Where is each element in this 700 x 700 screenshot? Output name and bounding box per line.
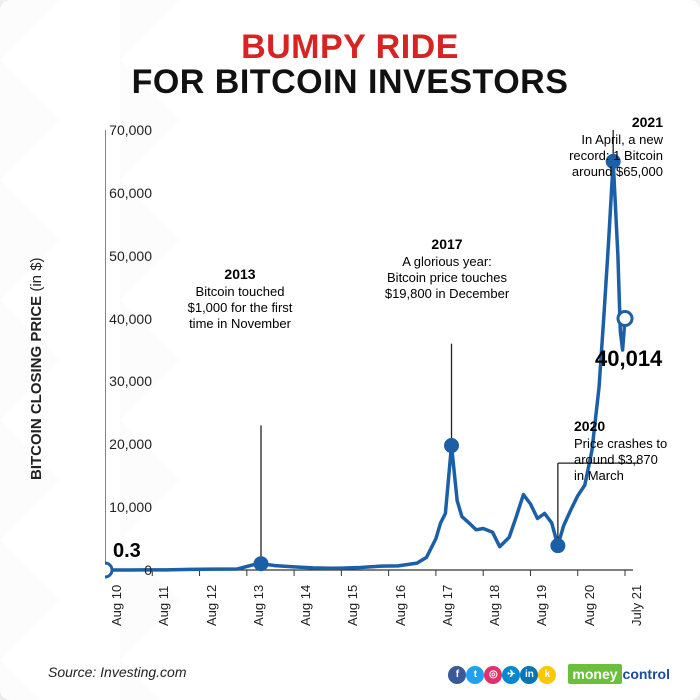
telegram-icon[interactable]: ✈: [502, 666, 520, 684]
y-axis-label: BITCOIN CLOSING PRICE (in $): [28, 257, 45, 480]
x-tick-label: Aug 16: [393, 585, 408, 626]
x-tick-label: Aug 14: [298, 585, 313, 626]
x-tick-label: July 21: [629, 585, 644, 626]
x-tick-label: Aug 20: [582, 585, 597, 626]
x-tick-label: Aug 15: [345, 585, 360, 626]
instagram-icon[interactable]: ◎: [484, 666, 502, 684]
y-axis-label-text: BITCOIN CLOSING PRICE: [28, 296, 45, 480]
callout-c2021: 2021In April, a new record: 1 Bitcoin ar…: [548, 114, 663, 180]
y-tick-label: 40,000: [92, 311, 152, 327]
x-tick-label: Aug 12: [204, 585, 219, 626]
x-tick-label: Aug 19: [534, 585, 549, 626]
callout-c2020: 2020Price crashes to around $3,870 in Ma…: [574, 418, 670, 484]
facebook-icon[interactable]: f: [448, 666, 466, 684]
start-value-label: 0.3: [113, 540, 141, 563]
callout-text: Price crashes to around $3,870 in March: [574, 436, 670, 485]
x-tick-label: Aug 13: [251, 585, 266, 626]
callout-year: 2021: [548, 114, 663, 132]
callout-year: 2013: [180, 266, 300, 284]
callout-year: 2017: [382, 236, 512, 254]
chart-area: [105, 130, 645, 570]
callout-text: In April, a new record: 1 Bitcoin around…: [548, 132, 663, 181]
footer-right: ft◎✈ink moneycontrol: [448, 664, 670, 684]
koo-icon[interactable]: k: [538, 666, 556, 684]
x-tick-label: Aug 11: [156, 586, 171, 626]
callout-text: Bitcoin touched $1,000 for the first tim…: [180, 284, 300, 333]
callout-text: A glorious year: Bitcoin price touches $…: [382, 254, 512, 303]
source-attribution: Source: Investing.com: [48, 664, 187, 680]
logo-control: control: [623, 666, 670, 682]
linkedin-icon[interactable]: in: [520, 666, 538, 684]
end-value-label: 40,014: [595, 346, 662, 372]
twitter-icon[interactable]: t: [466, 666, 484, 684]
y-tick-label: 20,000: [92, 436, 152, 452]
chart-svg: [105, 130, 645, 600]
y-tick-label: 10,000: [92, 499, 152, 515]
y-axis-label-unit: (in $): [28, 257, 45, 291]
callout-c2013: 2013Bitcoin touched $1,000 for the first…: [180, 266, 300, 332]
y-tick-label: 30,000: [92, 373, 152, 389]
x-tick-label: Aug 17: [440, 585, 455, 626]
x-tick-label: Aug 10: [109, 585, 124, 626]
callout-c2017: 2017A glorious year: Bitcoin price touch…: [382, 236, 512, 302]
x-tick-label: Aug 18: [487, 585, 502, 626]
y-tick-label: 60,000: [92, 185, 152, 201]
logo-money: money: [568, 664, 621, 684]
y-tick-label: 70,000: [92, 122, 152, 138]
brand-logo: moneycontrol: [568, 664, 670, 684]
y-tick-label: 50,000: [92, 248, 152, 264]
title-block: BUMPY RIDE FOR BITCOIN INVESTORS: [0, 28, 700, 102]
y-tick-label: 0: [92, 562, 152, 578]
title-line-1: BUMPY RIDE: [0, 28, 700, 67]
callout-year: 2020: [574, 418, 670, 436]
infographic-card: BUMPY RIDE FOR BITCOIN INVESTORS BITCOIN…: [0, 0, 700, 700]
title-line-2: FOR BITCOIN INVESTORS: [0, 63, 700, 102]
